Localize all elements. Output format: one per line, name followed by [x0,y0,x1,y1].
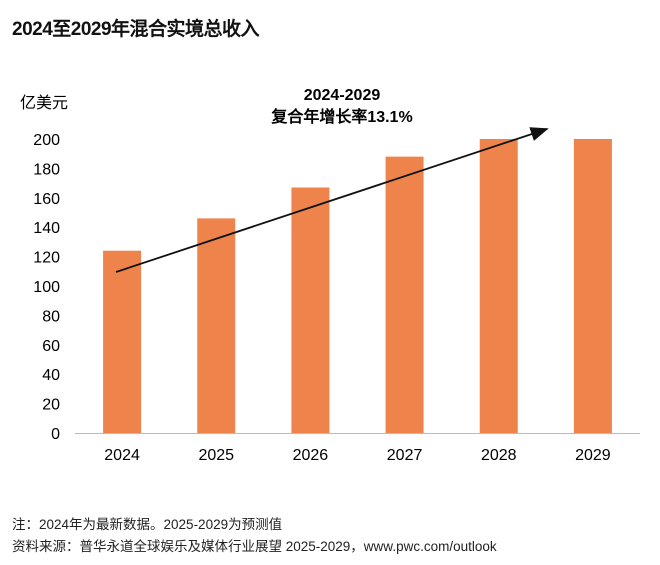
x-tick-label: 2025 [198,447,234,464]
y-tick-label: 20 [42,397,60,414]
bar-2027 [385,156,424,433]
y-tick-label: 120 [33,250,60,267]
x-tick-label: 2027 [387,447,423,464]
x-tick-label: 2029 [575,447,611,464]
bars [103,139,612,433]
footnote-note: 注：2024年为最新数据。2025-2029为预测值 [12,517,283,532]
y-tick-label: 180 [33,161,60,178]
bar-2029 [573,139,612,433]
y-tick-label: 0 [51,426,60,443]
x-tick-label: 2024 [104,447,140,464]
bar-2024 [103,250,142,433]
x-tick-label: 2026 [293,447,329,464]
annotation-years: 2024-2029 [304,87,381,104]
bar-2028 [479,139,518,433]
x-tick-label: 2028 [481,447,517,464]
chart-title: 2024至2029年混合实境总收入 [12,19,260,40]
bar-2025 [197,218,236,433]
annotation-cagr: 复合年增长率13.1% [270,107,412,126]
y-tick-label: 60 [42,338,60,355]
trend-arrow [115,127,549,273]
y-axis-label: 亿美元 [20,94,68,112]
bar-2026 [291,187,330,433]
y-tick-label: 140 [33,220,60,237]
y-tick-label: 100 [33,279,60,296]
y-ticks: 0 20 40 60 80 100 120 140 160 180 200 [33,132,60,443]
y-tick-label: 80 [42,308,60,325]
x-ticks: 2024 2025 2026 2027 2028 2029 [104,447,611,464]
y-tick-label: 40 [42,367,60,384]
bar-chart: 亿美元 0 20 40 60 80 100 120 140 160 180 200 2024 2025… [20,87,640,464]
y-tick-label: 200 [33,132,60,149]
y-tick-label: 160 [33,191,60,208]
footnote-source: 资料来源：普华永道全球娱乐及媒体行业展望 2025-2029，www.pwc.c… [12,539,497,554]
